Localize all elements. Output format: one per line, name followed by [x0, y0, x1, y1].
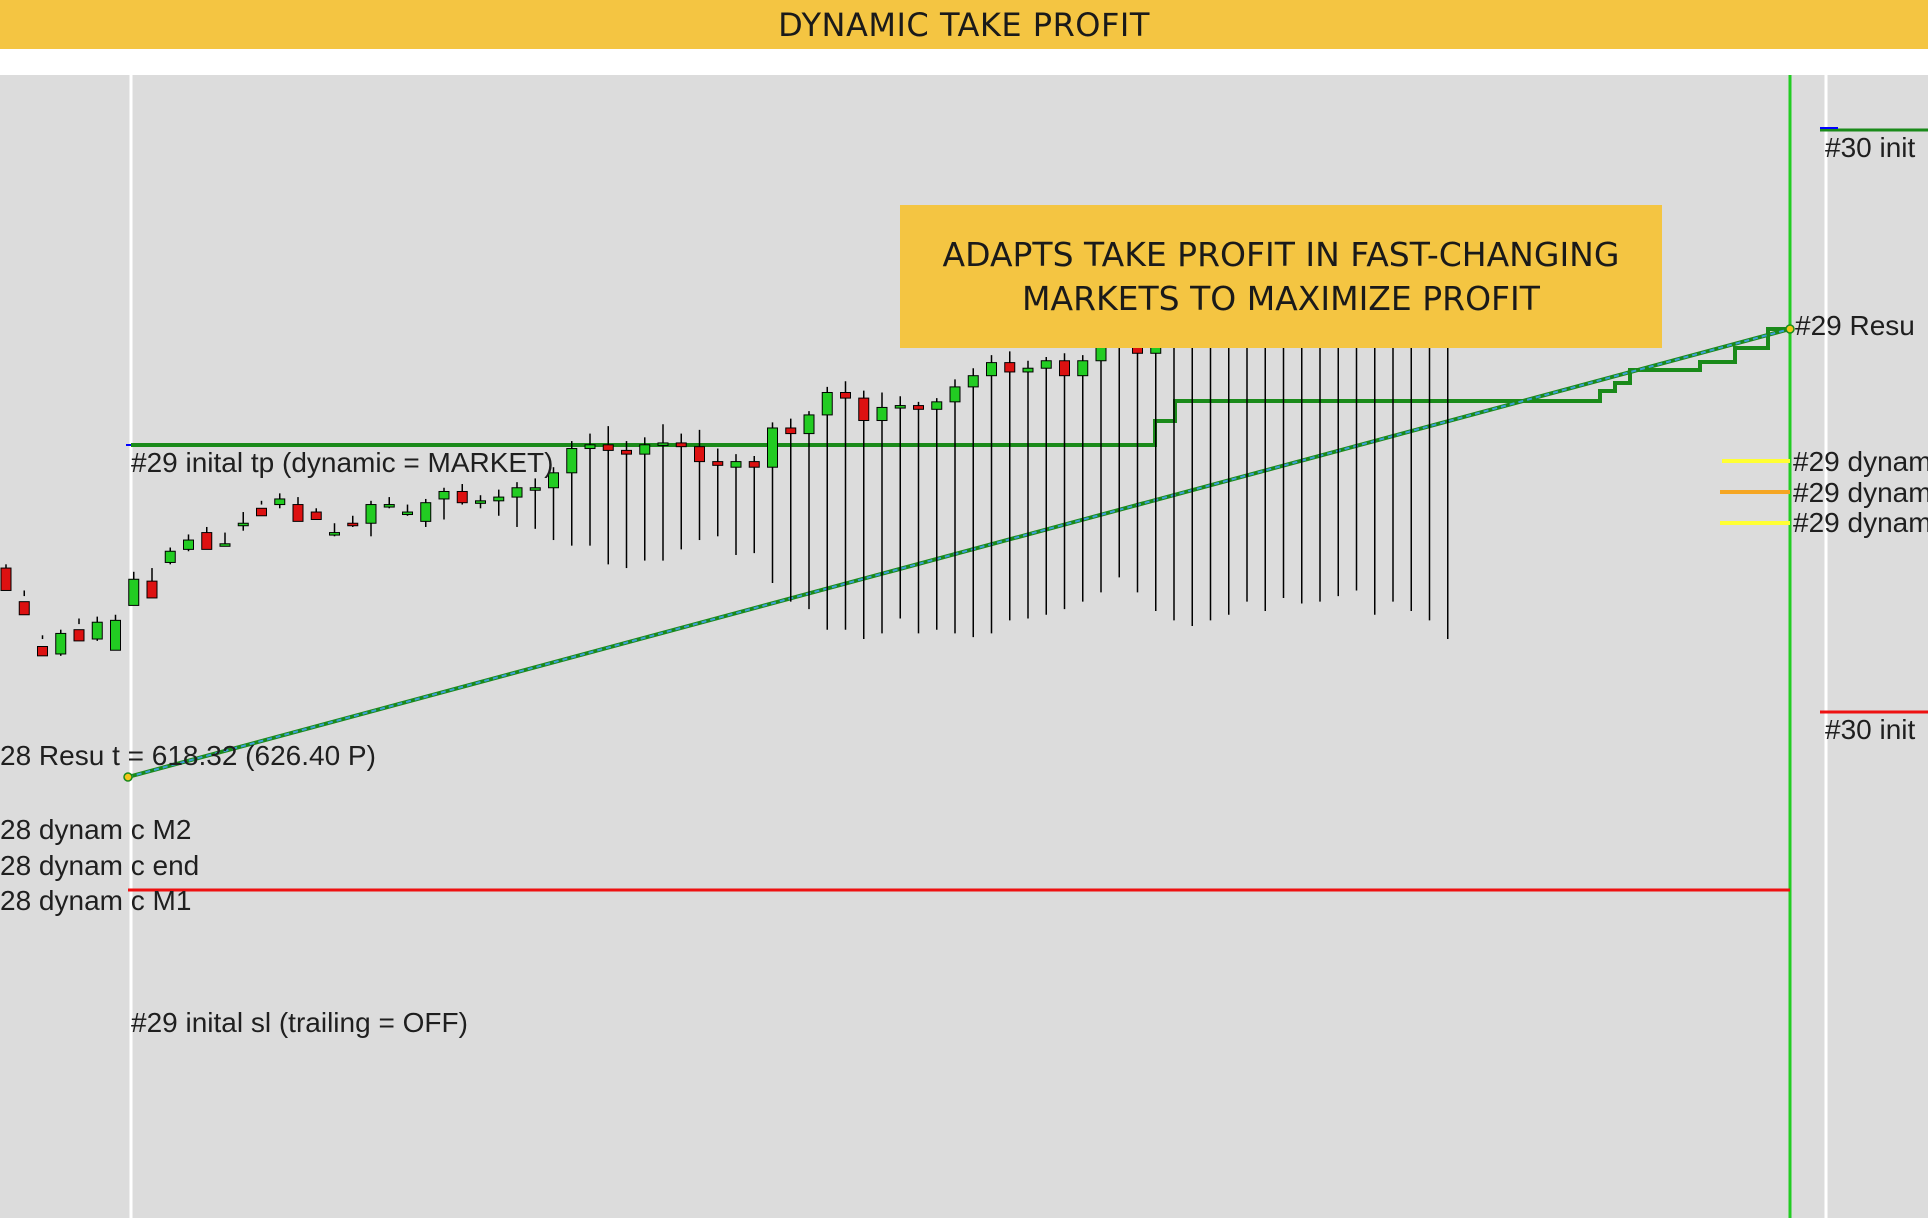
label-result28: 28 Resu t = 618.32 (626.40 P)	[0, 740, 376, 771]
label-dyn28-m2: 28 dynam c M2	[0, 814, 192, 845]
candle-body-3	[55, 632, 67, 655]
candle-body-23	[420, 502, 432, 522]
candle-body-34	[621, 449, 632, 455]
candle-body-31	[566, 448, 578, 474]
candle-body-17	[310, 511, 322, 521]
candle-body-53	[967, 375, 979, 388]
candle-body-13	[237, 522, 249, 527]
candle-body-56	[1022, 367, 1034, 373]
candle-body-6	[110, 619, 121, 651]
candle-body-12	[219, 543, 231, 547]
label-init30-top: #30 init	[1825, 132, 1916, 163]
candle-body-41	[748, 461, 760, 468]
candle-body-49	[894, 405, 906, 409]
label-dyn29-a: #29 dynam	[1793, 446, 1928, 477]
candle-body-27	[493, 496, 505, 502]
candle-body-37	[675, 442, 687, 448]
candle-body-35	[639, 444, 651, 455]
label-result29: #29 Resu	[1795, 310, 1915, 341]
candle-body-28	[511, 487, 523, 498]
candle-body-45	[821, 392, 833, 416]
candle-body-7	[128, 578, 140, 606]
label-init30-bottom: #30 init	[1825, 714, 1916, 745]
candle-body-22	[402, 511, 413, 516]
candle-body-59	[1077, 360, 1089, 377]
candle-body-57	[1040, 360, 1052, 369]
candle-body-36	[657, 442, 669, 446]
candle-body-16	[292, 504, 304, 522]
banner-title: DYNAMIC TAKE PROFIT	[778, 5, 1150, 44]
candle-body-4	[73, 629, 85, 642]
candle-body-25	[456, 490, 468, 504]
candle-body-54	[986, 362, 997, 377]
candle-body-15	[274, 498, 286, 506]
candle-body-58	[1059, 360, 1070, 377]
candle-body-44	[803, 414, 815, 435]
candle-body-39	[712, 461, 724, 466]
candle-body-33	[602, 444, 614, 451]
candle-body-29	[529, 487, 541, 491]
candle-body-8	[146, 580, 158, 599]
label-tp29: #29 inital tp (dynamic = MARKET)	[131, 447, 554, 478]
candle-body-26	[475, 500, 486, 504]
candle-body-24	[438, 490, 450, 500]
candle-body-43	[785, 427, 797, 435]
candle-body-19	[347, 522, 359, 527]
candle-body-18	[329, 532, 340, 536]
take-profit-line	[131, 327, 1790, 447]
candle-body-10	[183, 539, 194, 550]
label-dyn29-b: #29 dynam	[1793, 477, 1928, 508]
trend-line-dashed	[127, 328, 1791, 778]
candle-body-11	[201, 532, 213, 550]
candle-body-40	[730, 461, 742, 468]
candle-body-1	[18, 601, 30, 616]
exit-marker	[1785, 324, 1795, 334]
candle-body-42	[767, 427, 778, 468]
candle-body-55	[1004, 362, 1016, 373]
candle-body-46	[840, 392, 851, 399]
candle-body-2	[37, 646, 48, 657]
entry-marker	[123, 772, 133, 782]
candle-body-21	[383, 504, 395, 508]
candle-body-30	[548, 472, 559, 489]
label-dyn28-m1: 28 dynam c M1	[0, 885, 192, 916]
candle-body-32	[584, 444, 596, 450]
price-chart: ADAPTS TAKE PROFIT IN FAST-CHANGING MARK…	[0, 75, 1928, 1218]
candle-body-52	[949, 386, 961, 403]
label-dyn28-end: 28 dynam c end	[0, 850, 200, 881]
candle-body-48	[876, 406, 888, 422]
candle-body-5	[91, 621, 103, 640]
candle-body-0	[0, 567, 12, 591]
candle-body-14	[256, 507, 267, 517]
candle-body-51	[931, 401, 943, 410]
label-sl29: #29 inital sl (trailing = OFF)	[131, 1007, 468, 1038]
callout-box: ADAPTS TAKE PROFIT IN FAST-CHANGING MARK…	[900, 205, 1662, 348]
callout-text: ADAPTS TAKE PROFIT IN FAST-CHANGING MARK…	[942, 234, 1620, 318]
candle-body-9	[164, 550, 176, 563]
candle-body-50	[913, 405, 924, 410]
title-banner: DYNAMIC TAKE PROFIT	[0, 0, 1928, 49]
candle-body-38	[694, 446, 705, 463]
candle-body-47	[858, 397, 870, 422]
label-dyn29-c: #29 dynam	[1793, 507, 1928, 538]
candle-body-20	[365, 504, 377, 524]
